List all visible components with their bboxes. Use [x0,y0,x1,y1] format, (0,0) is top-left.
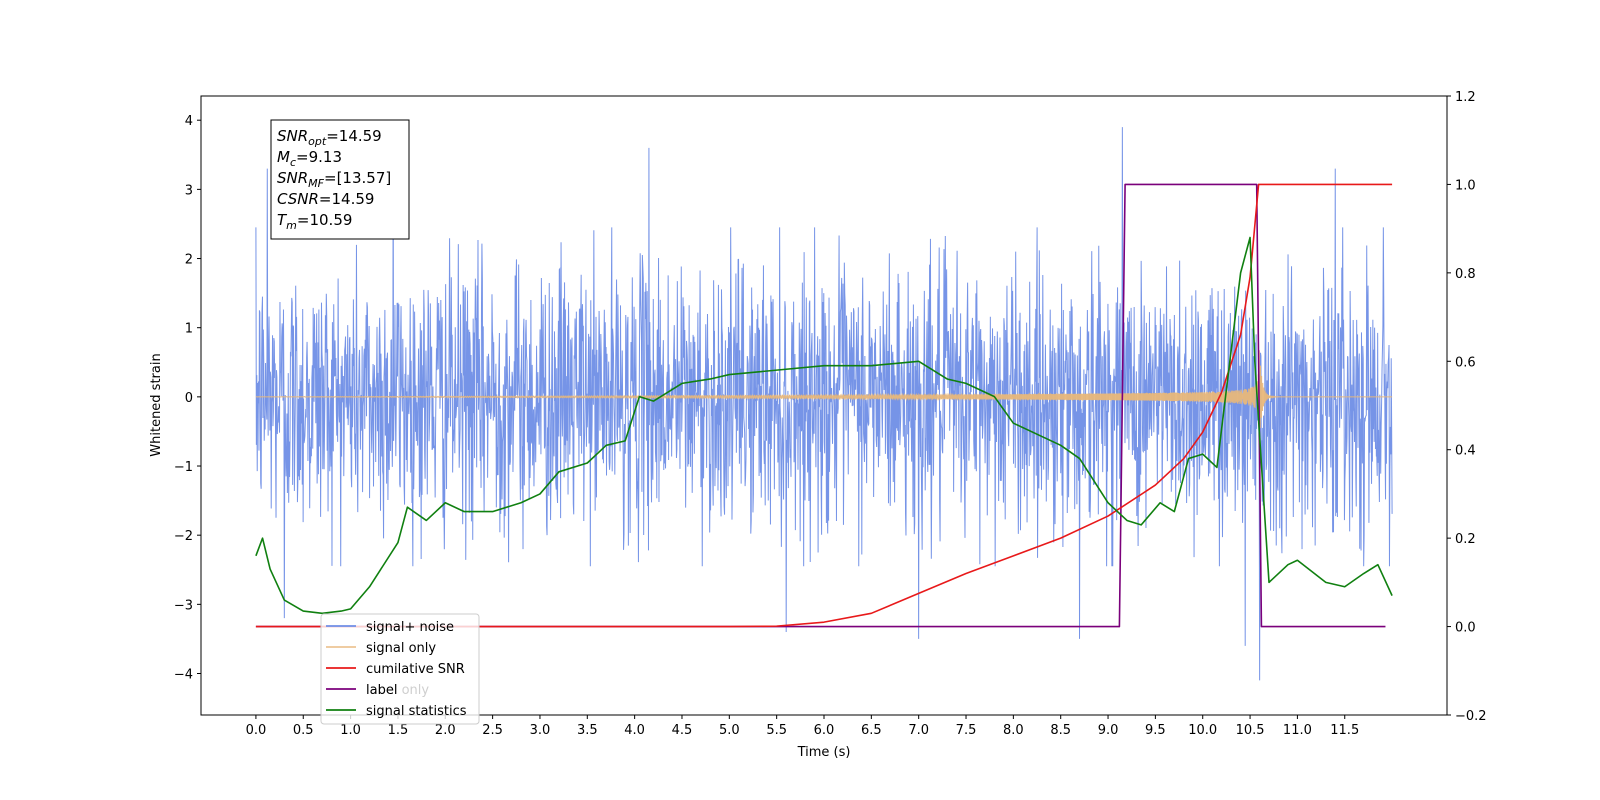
annotation-subscript: m [286,219,297,232]
annotation-frame [270,119,410,240]
x-tick-label: 9.0 [1098,723,1119,738]
annotation-value: =[13.57] [324,169,391,187]
series-label [255,183,1386,628]
y-axis-left: 4 3 2 1 0 −1 −2 −3 −4 [174,114,201,683]
x-tick-label: 2.0 [435,723,456,738]
x-axis-label: Time (s) [797,745,851,760]
right-axis-series-layer [255,183,1393,628]
x-tick-label: 7.0 [908,723,929,738]
annotation-symbol: SNR [277,169,308,187]
annotation-symbol: T [277,211,288,229]
x-tick-label: 8.0 [1003,723,1024,738]
x-tick-label: 11.5 [1330,723,1359,738]
annotation-subscript: MF [308,177,324,190]
x-tick-label: 5.0 [719,723,740,738]
y-axis-label: Whitened strain [149,353,164,456]
x-tick-label: 3.0 [530,723,551,738]
annotation-line: Tm=10.59 [277,211,352,232]
annotation-line: SNRMF=[13.57] [277,169,391,190]
annotation-value: =14.59 [319,190,375,208]
stats-annotation-box: SNRopt=14.59Mc=9.13SNRMF=[13.57]CSNR=14.… [270,119,410,240]
legend: signal+ noise signal only cumilative SNR si… [320,613,480,725]
series-signal-statistics [255,236,1393,615]
y2-tick-label: 0.0 [1455,621,1476,636]
legend-label: signal only [366,641,436,656]
x-tick-label: 3.5 [577,723,598,738]
y-tick-label: −1 [174,460,193,475]
annotation-line: Mc=9.13 [277,148,342,169]
x-tick-label: 1.0 [340,723,361,738]
legend-label: signal+ noise [366,620,454,635]
y-tick-label: −2 [174,529,193,544]
legend-label-faded: label only [366,683,429,698]
annotation-line: SNRopt=14.59 [277,127,382,148]
legend-label: signal statistics [366,704,467,719]
annotation-symbol: M [277,148,290,166]
annotation-subscript: opt [308,135,327,148]
x-tick-label: 2.5 [482,723,503,738]
x-tick-label: 11.0 [1283,723,1312,738]
y-tick-label: −4 [174,668,193,683]
x-axis: 0.0 0.5 1.0 1.5 2.0 2.5 3.0 3.5 4.0 4.5 5.0 5.5 6.0 6… [246,715,1359,738]
y2-tick-label: 0.4 [1455,444,1476,459]
x-tick-label: 8.5 [1050,723,1071,738]
legend-frame [320,613,480,725]
y-tick-label: 2 [185,253,193,268]
series-cumilative-snr [255,183,1393,628]
y2-tick-label: 0.8 [1455,267,1476,282]
x-tick-label: 0.5 [293,723,314,738]
annotation-symbol: SNR [277,127,308,145]
x-tick-label: 9.5 [1145,723,1166,738]
series-signal-only [255,350,1393,444]
y-axis-right: 1.2 1.0 0.8 0.6 0.4 0.2 0.0 −0.2 [1447,90,1487,724]
y2-tick-label: 1.2 [1455,90,1476,105]
x-tick-label: 10.0 [1188,723,1217,738]
y2-tick-label: −0.2 [1455,709,1487,724]
annotation-value: =14.59 [326,127,382,145]
y2-tick-label: 0.6 [1455,355,1476,370]
annotation-subscript: c [290,156,296,169]
x-tick-label: 6.0 [814,723,835,738]
x-tick-label: 5.5 [766,723,787,738]
y2-tick-label: 0.2 [1455,532,1476,547]
y-tick-label: 3 [185,183,193,198]
y-tick-label: 4 [185,114,193,129]
x-tick-label: 7.5 [956,723,977,738]
x-tick-label: 4.0 [624,723,645,738]
legend-label: cumilative SNR [366,662,465,677]
annotation-value: =10.59 [297,211,353,229]
y2-tick-label: 1.0 [1455,178,1476,193]
x-tick-label: 0.0 [246,723,267,738]
annotation-line: CSNR=14.59 [277,190,374,208]
y-tick-label: 0 [185,391,193,406]
annotation-symbol: CSNR [277,190,319,208]
x-tick-label: 10.5 [1236,723,1265,738]
x-tick-label: 1.5 [388,723,409,738]
x-tick-label: 6.5 [861,723,882,738]
x-tick-label: 4.5 [672,723,693,738]
legend-label: label [366,683,397,698]
signal-series-layer [255,350,1393,444]
y-tick-label: 1 [185,322,193,337]
y-tick-label: −3 [174,598,193,613]
annotation-value: =9.13 [296,148,342,166]
